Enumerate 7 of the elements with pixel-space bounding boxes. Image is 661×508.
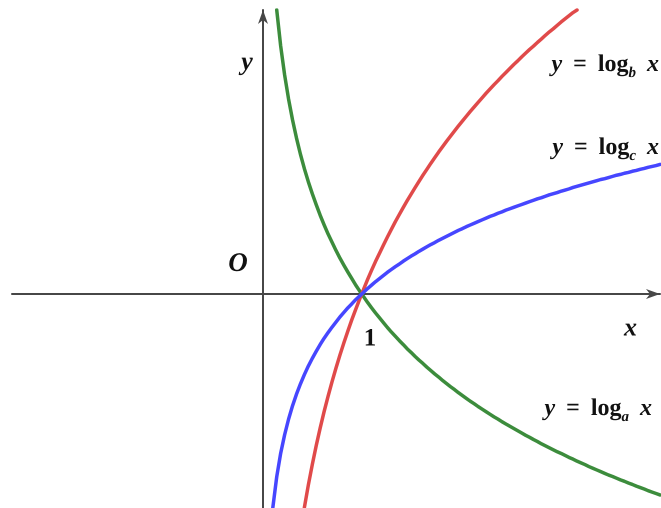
x-axis-title: x <box>623 312 637 342</box>
annotation: 1 <box>364 324 376 352</box>
annotation: O <box>228 247 248 277</box>
series-label: y = log$_{a}$ x <box>544 394 652 425</box>
y-axis-title: y <box>238 46 254 76</box>
series-label: y = log$_{b}$ x <box>551 50 659 81</box>
series-label: y = log$_{c}$ x <box>552 133 659 164</box>
